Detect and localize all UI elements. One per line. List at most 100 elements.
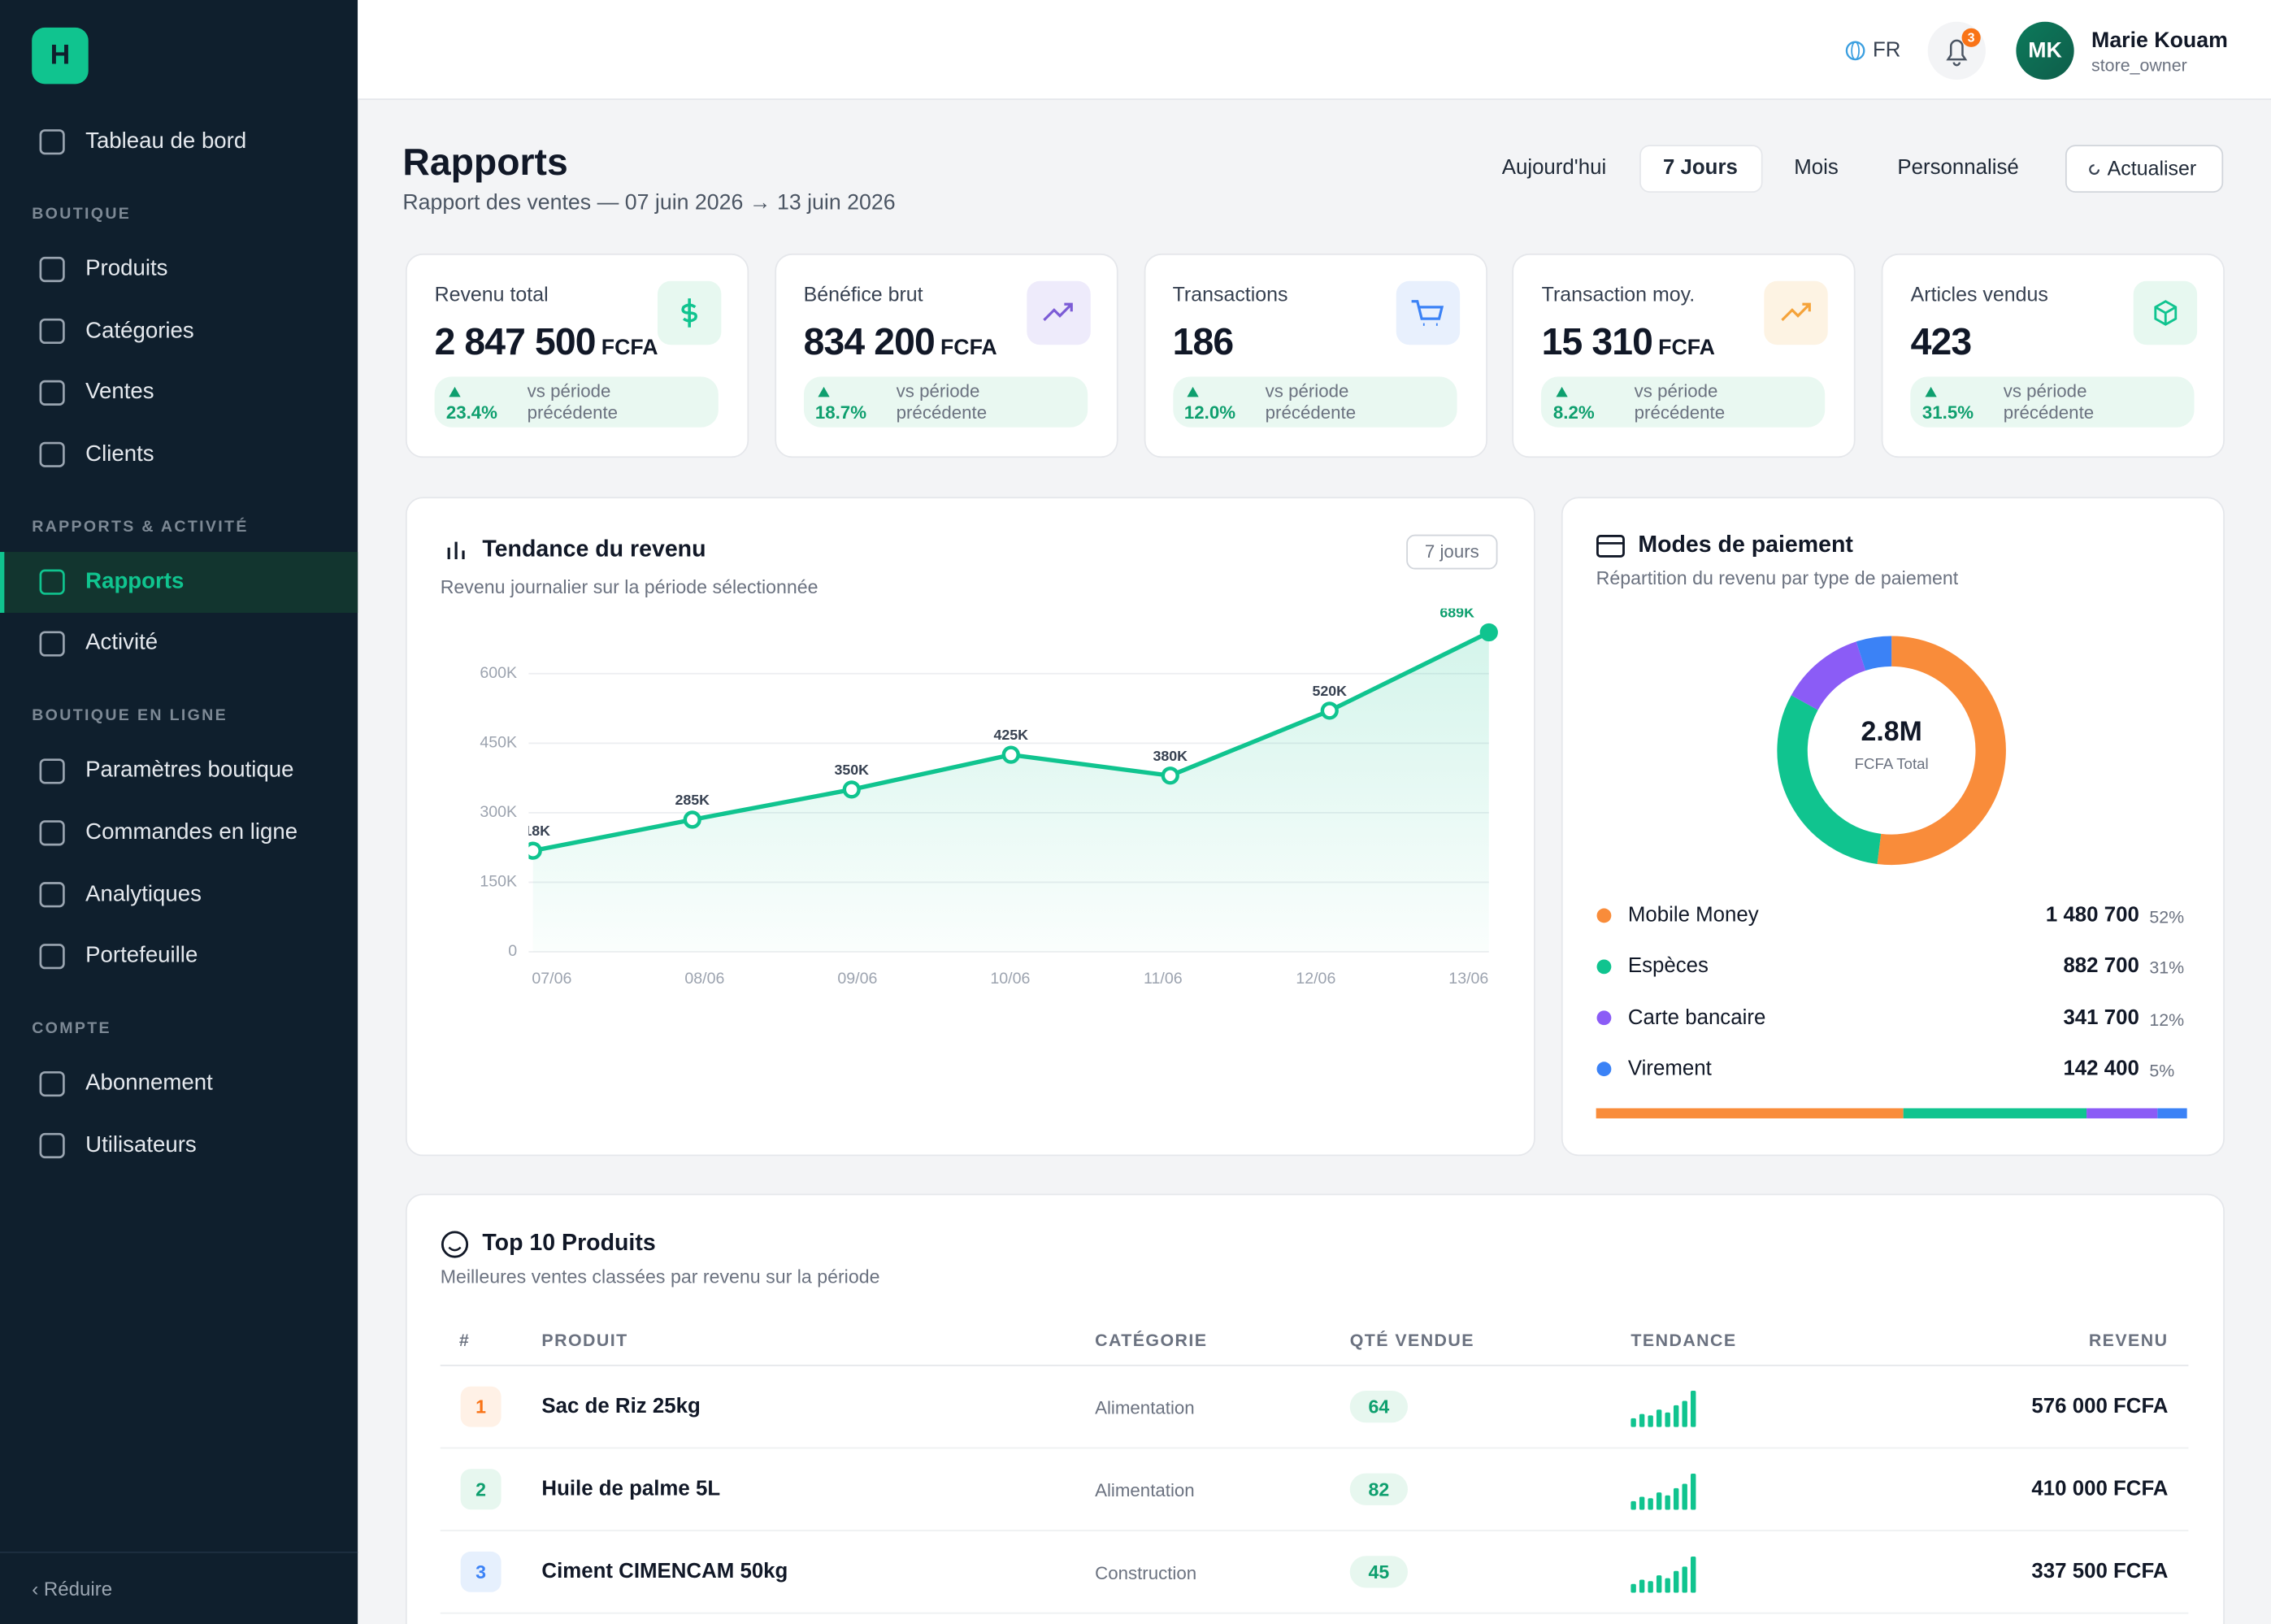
language-switch[interactable]: FR xyxy=(1872,39,1901,63)
table-rule xyxy=(440,1530,2189,1532)
quantity: 45 xyxy=(1368,1561,1390,1583)
product-revenue: 337 500 FCFA xyxy=(2031,1561,2169,1584)
logo-letter: H xyxy=(50,40,71,71)
legend-share: 31% xyxy=(2149,957,2185,979)
page-subtitle: Rapport des ventes — 07 juin 2026 → 13 j… xyxy=(402,190,896,215)
nav-item[interactable]: Ventes xyxy=(85,380,154,405)
nav-section-title: RAPPORTS & ACTIVITÉ xyxy=(32,518,249,536)
kpi-value: 15 310 xyxy=(1541,319,1653,363)
rank: 3 xyxy=(475,1561,487,1583)
column-header: PRODUIT xyxy=(541,1330,628,1351)
collapse-button[interactable]: ‹ Réduire xyxy=(32,1578,113,1600)
kpi-icon-box xyxy=(657,280,722,345)
legend-value: 882 700 xyxy=(2063,955,2139,979)
avatar[interactable] xyxy=(2016,21,2074,80)
nav-item[interactable]: Catégories xyxy=(85,318,194,343)
card-title: Tendance du revenu xyxy=(482,537,706,562)
kpi-unit: FCFA xyxy=(601,335,658,360)
column-header: # xyxy=(458,1330,471,1351)
nav-section-title: COMPTE xyxy=(32,1020,111,1038)
legend-value: 142 400 xyxy=(2063,1057,2139,1081)
kpi-label: Transactions xyxy=(1172,282,1288,306)
product-revenue: 410 000 FCFA xyxy=(2031,1478,2169,1501)
legend-value: 1 480 700 xyxy=(2045,904,2139,927)
refresh-label: Actualiser xyxy=(2107,156,2197,180)
product-name: Ciment CIMENCAM 50kg xyxy=(541,1561,788,1584)
nav-item[interactable]: Produits xyxy=(85,256,168,281)
kpi-icon-box xyxy=(1396,280,1460,345)
period-tab[interactable]: 7 Jours xyxy=(1662,156,1738,180)
nav-item[interactable]: Clients xyxy=(85,441,154,467)
bell-button[interactable] xyxy=(1927,21,1986,80)
kpi-label: Articles vendus xyxy=(1910,282,2048,306)
period-tab[interactable]: Personnalisé xyxy=(1897,156,2019,180)
table-rule xyxy=(440,1364,2189,1366)
kpi-value-row: 834 200 FCFA xyxy=(804,319,997,364)
user-name: Marie Kouam xyxy=(2091,28,2228,54)
kpi-change-pill xyxy=(803,376,1088,428)
kpi-value: 2 847 500 xyxy=(434,319,597,363)
kpi-change: 31.5% xyxy=(1921,402,1974,423)
nav-item[interactable]: Rapports xyxy=(85,569,185,594)
kpi-value: 834 200 xyxy=(803,319,936,363)
legend-label: Carte bancaire xyxy=(1627,1006,1766,1030)
quantity: 82 xyxy=(1368,1479,1390,1500)
legend-share: 12% xyxy=(2149,1009,2185,1030)
nav-item[interactable]: Utilisateurs xyxy=(85,1132,197,1157)
nav-item[interactable]: Analytiques xyxy=(85,881,202,907)
nav-item[interactable]: Paramètres boutique xyxy=(85,758,294,784)
kpi-change-pill xyxy=(1541,376,1826,428)
rank: 2 xyxy=(475,1479,487,1500)
table-rule xyxy=(440,1613,2189,1615)
kpi-label: Transaction moy. xyxy=(1541,282,1696,306)
kpi-icon-box xyxy=(1026,280,1091,345)
avatar-initials: MK xyxy=(2028,38,2062,63)
kpi-label: Revenu total xyxy=(434,282,549,306)
kpi-change-pill xyxy=(1910,376,2195,428)
sidebar-divider xyxy=(0,1551,358,1553)
logo-box xyxy=(32,27,89,85)
nav-item[interactable]: Tableau de bord xyxy=(85,128,247,154)
period-tab[interactable]: Aujourd'hui xyxy=(1501,156,1607,180)
quantity-pill xyxy=(1349,1391,1408,1423)
legend-value: 341 700 xyxy=(2063,1006,2139,1030)
nav-section-title: BOUTIQUE xyxy=(32,206,132,224)
range-badge-label: 7 jours xyxy=(1424,541,1479,562)
kpi-value-row: 2 847 500 FCFA xyxy=(435,319,658,364)
product-category: Alimentation xyxy=(1095,1480,1195,1501)
rank-badge xyxy=(460,1386,502,1427)
nav-item[interactable]: Portefeuille xyxy=(85,943,198,968)
kpi-change: 8.2% xyxy=(1552,402,1595,423)
card-title: Modes de paiement xyxy=(1638,532,1853,558)
kpi-change: 18.7% xyxy=(814,402,867,423)
nav-item[interactable]: Activité xyxy=(85,631,158,656)
legend-label: Virement xyxy=(1627,1057,1712,1081)
table-rule xyxy=(440,1447,2189,1449)
kpi-unit: FCFA xyxy=(1658,335,1715,360)
period-tab[interactable]: Mois xyxy=(1794,156,1839,180)
card-title: Top 10 Produits xyxy=(482,1231,656,1257)
kpi-comparison: vs période précédente xyxy=(1265,380,1357,423)
kpi-value-row: 15 310 FCFA xyxy=(1542,319,1715,364)
kpi-value: 423 xyxy=(1910,319,1973,363)
kpi-comparison: vs période précédente xyxy=(527,380,619,423)
quantity: 64 xyxy=(1368,1396,1390,1418)
quantity-pill xyxy=(1349,1473,1408,1506)
nav-item[interactable]: Abonnement xyxy=(85,1070,213,1096)
kpi-change: 12.0% xyxy=(1183,402,1236,423)
kpi-label: Bénéfice brut xyxy=(803,282,923,306)
column-header: CATÉGORIE xyxy=(1095,1330,1208,1351)
legend-label: Mobile Money xyxy=(1627,904,1759,927)
products-card xyxy=(405,1193,2225,1624)
kpi-comparison: vs période précédente xyxy=(896,380,988,423)
nav-item[interactable]: Commandes en ligne xyxy=(85,819,298,845)
nav-active-bar xyxy=(0,551,5,613)
kpi-change-pill xyxy=(1172,376,1457,428)
kpi-icon-box xyxy=(1765,280,1829,345)
rank: 1 xyxy=(475,1396,487,1418)
page-title: Rapports xyxy=(402,139,568,184)
kpi-icon-box xyxy=(2134,280,2198,345)
card-subtitle: Répartition du revenu par type de paieme… xyxy=(1596,567,1959,589)
